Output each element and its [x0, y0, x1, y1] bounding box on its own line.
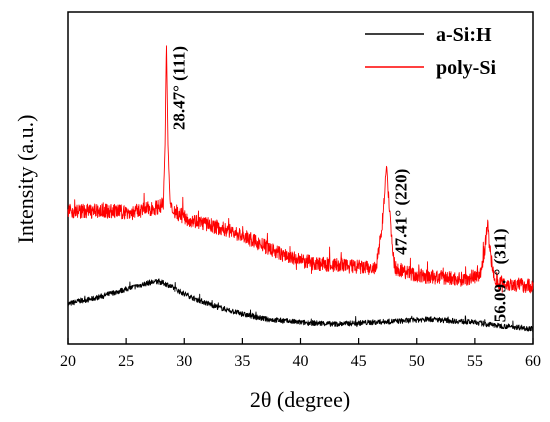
series-line-a-si-h	[67, 278, 534, 333]
peak-annotation-label: 56.09. ° (311)	[491, 229, 510, 323]
x-tick-label: 60	[525, 353, 541, 370]
legend-label-poly-si: poly-Si	[436, 57, 496, 79]
x-tick-label: 40	[293, 353, 309, 370]
x-axis-ticks: 20 25 30 35 40 45 50 55 60	[60, 338, 541, 370]
y-axis-title: Intensity (a.u.)	[13, 115, 38, 244]
x-tick-label: 30	[176, 353, 192, 370]
peak-annotation-label: 28.47° (111)	[170, 46, 189, 130]
x-tick-label: 55	[467, 353, 483, 370]
x-tick-label: 45	[351, 353, 367, 370]
x-tick-label: 20	[60, 353, 76, 370]
x-tick-label: 35	[234, 353, 250, 370]
peak-annotation-label: 47.41° (220)	[392, 169, 411, 255]
x-axis-title: 2θ (degree)	[250, 387, 350, 412]
series-lines	[67, 45, 534, 333]
series-line-poly-si	[67, 45, 534, 294]
legend: a-Si:H poly-Si	[365, 24, 496, 79]
legend-label-a-si-h: a-Si:H	[436, 24, 492, 46]
x-tick-label: 50	[409, 353, 425, 370]
x-tick-label: 25	[118, 353, 134, 370]
peak-annotations: 28.47° (111) 47.41° (220) 56.09. ° (311)	[170, 46, 510, 322]
